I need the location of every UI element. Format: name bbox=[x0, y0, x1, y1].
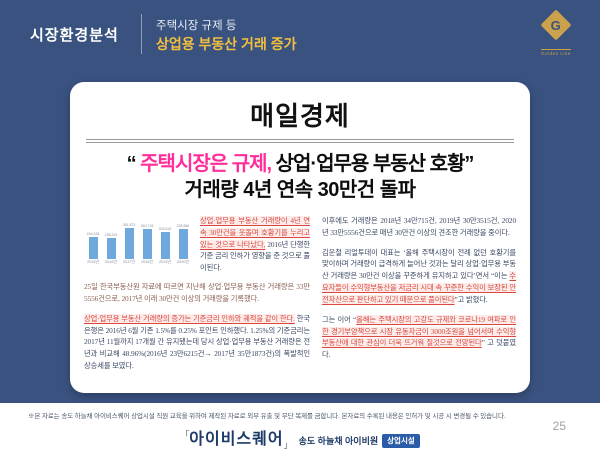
bar-value-label: 340,715 bbox=[140, 223, 154, 228]
article-headline: “ 주택시장은 규제, 상업·업무용 부동산 호황” 거래량 4년 연속 30만… bbox=[84, 151, 516, 203]
masthead-rule bbox=[86, 139, 514, 143]
brand-bracket-open: 「 bbox=[180, 430, 190, 440]
brand-subtitle: 송도 하늘채 아이비원 bbox=[298, 436, 379, 446]
bar-column: 236,215 2016년 bbox=[104, 233, 118, 265]
paragraph-6-end: ” 고 덧붙였다. bbox=[322, 338, 516, 360]
logo-caption: Golden Line bbox=[541, 49, 571, 56]
paragraph-5-end: ”고 밝혔다. bbox=[454, 294, 488, 304]
bar bbox=[160, 232, 170, 259]
paragraph-3-highlight: 상업·업무용 부동산 거래량의 증가는 기준금리 인하와 궤적을 같이 한다. bbox=[84, 313, 295, 323]
company-logo: G Golden Line bbox=[534, 9, 578, 60]
header-divider bbox=[141, 14, 142, 54]
bar bbox=[106, 238, 116, 259]
paragraph-5: 김운철 리얼투데이 대표는 ‘올해 주택시장이 전례 없던 호황기를 맞이하며 … bbox=[322, 247, 516, 306]
bar-category-label: 2018년 bbox=[141, 260, 153, 264]
bar-column: 351,873 2017년 bbox=[122, 223, 136, 265]
slide-header: 시장환경분석 주택시장 규제 등 상업용 부동산 거래 증가 G Golden … bbox=[0, 0, 600, 70]
paragraph-1-highlight: 상업·업무용 부동산 거래량이 4년 연속 30만건을 웃돌며 호황기를 누리고… bbox=[200, 216, 310, 249]
bar-value-label: 244,428 bbox=[86, 232, 100, 237]
header-subtitle-line1: 주택시장 규제 등 bbox=[156, 20, 237, 32]
brand-bracket-close: 」 bbox=[283, 440, 293, 450]
paragraph-1: 상업·업무용 부동산 거래량이 4년 연속 30만건을 웃돌며 호황기를 누리고… bbox=[200, 215, 310, 274]
bar bbox=[178, 229, 188, 259]
page-number: 25 bbox=[552, 419, 566, 433]
bar-category-label: 2016년 bbox=[105, 260, 117, 264]
golden-line-diamond-icon: G bbox=[540, 9, 572, 41]
paragraph-4: 이후에도 거래량은 2018년 34만715건, 2019년 30만3515건,… bbox=[322, 216, 516, 237]
news-article-card: 매일경제 “ 주택시장은 규제, 상업·업무용 부동산 호황” 거래량 4년 연… bbox=[70, 82, 530, 393]
brand-name: 아이비스퀘어 bbox=[189, 431, 284, 448]
brand-badge: 상업시설 bbox=[382, 433, 420, 448]
bar-category-label: 2019년 bbox=[159, 260, 171, 264]
bar-value-label: 303,515 bbox=[158, 227, 172, 231]
bar-column: 303,515 2019년 bbox=[158, 227, 172, 265]
bar-category-label: 2020년 bbox=[177, 260, 189, 264]
paragraph-3: 상업·업무용 부동산 거래량의 증가는 기준금리 인하와 궤적을 같이 한다. … bbox=[84, 313, 310, 372]
bar-column: 335,556 2020년 bbox=[176, 224, 190, 265]
bar bbox=[88, 237, 98, 259]
footer-brand: 「아이비스퀘어」 송도 하늘채 아이비원 상업시설 bbox=[0, 425, 600, 451]
paragraph-3-rest: 한국은행은 2016년 6월 기존 1.5%를 0.25% 포인트 인하했다. … bbox=[84, 313, 310, 370]
bar-column: 244,428 2015년 bbox=[86, 232, 100, 265]
article-left-column: 244,428 2015년 236,215 2016년 351,873 2017년 340,… bbox=[84, 215, 310, 380]
header-subtitle-line2: 상업용 부동산 거래 증가 bbox=[156, 36, 297, 52]
headline-line2: 거래량 4년 연속 30만건 돌파 bbox=[184, 179, 416, 201]
section-title: 시장환경분석 bbox=[30, 27, 119, 44]
bar-value-label: 351,873 bbox=[122, 222, 136, 227]
paragraph-1-rest: 2016년 단행한 기준 금리 인하가 영향을 준 것으로 풀이된다. bbox=[200, 239, 310, 273]
paragraph-6-start: 그는 이어 “ bbox=[322, 314, 357, 324]
headline-line1-rest: 상업·업무용 부동산 호황” bbox=[271, 153, 475, 175]
paragraph-5-start: 김운철 리얼투데이 대표는 ‘올해 주택시장이 전례 없던 호황기를 맞이하며 … bbox=[322, 247, 516, 281]
bar-value-label: 236,215 bbox=[104, 233, 118, 237]
article-body: 244,428 2015년 236,215 2016년 351,873 2017년 340,… bbox=[84, 215, 516, 380]
bar-column: 340,715 2018년 bbox=[140, 224, 154, 265]
bar-value-label: 335,556 bbox=[176, 224, 190, 229]
bar bbox=[142, 228, 152, 259]
headline-open-quote: “ bbox=[126, 153, 141, 175]
slide-footer: ※본 자료는 송도 하늘채 아이비스퀘어 상업시설 직원 교육을 위하여 제작된… bbox=[0, 403, 600, 450]
headline-line1: “ 주택시장은 규제, 상업·업무용 부동산 호황” bbox=[84, 151, 516, 177]
chart-paragraph-row: 244,428 2015년 236,215 2016년 351,873 2017년 340,… bbox=[84, 215, 310, 274]
logo-monogram: G bbox=[550, 17, 562, 33]
transaction-bar-chart: 244,428 2015년 236,215 2016년 351,873 2017년 340,… bbox=[84, 215, 192, 265]
bar bbox=[124, 227, 134, 259]
paragraph-6: 그는 이어 “올해는 주택시장의 고강도 규제와 코로나19 여파로 인한 경기… bbox=[322, 314, 516, 361]
bar-category-label: 2017년 bbox=[123, 260, 135, 264]
footer-disclaimer: ※본 자료는 송도 하늘채 아이비스퀘어 상업시설 직원 교육을 위하여 제작된… bbox=[28, 413, 506, 420]
newspaper-masthead: 매일경제 bbox=[250, 101, 350, 131]
paragraph-2: 25일 한국부동산원 자료에 따르면 지난해 상업·업무용 부동산 거래량은 3… bbox=[84, 282, 310, 303]
headline-highlight: 주택시장은 규제, bbox=[140, 153, 272, 175]
bar-category-label: 2015년 bbox=[87, 260, 99, 264]
article-right-column: 이후에도 거래량은 2018년 34만715건, 2019년 30만3515건,… bbox=[322, 215, 516, 380]
